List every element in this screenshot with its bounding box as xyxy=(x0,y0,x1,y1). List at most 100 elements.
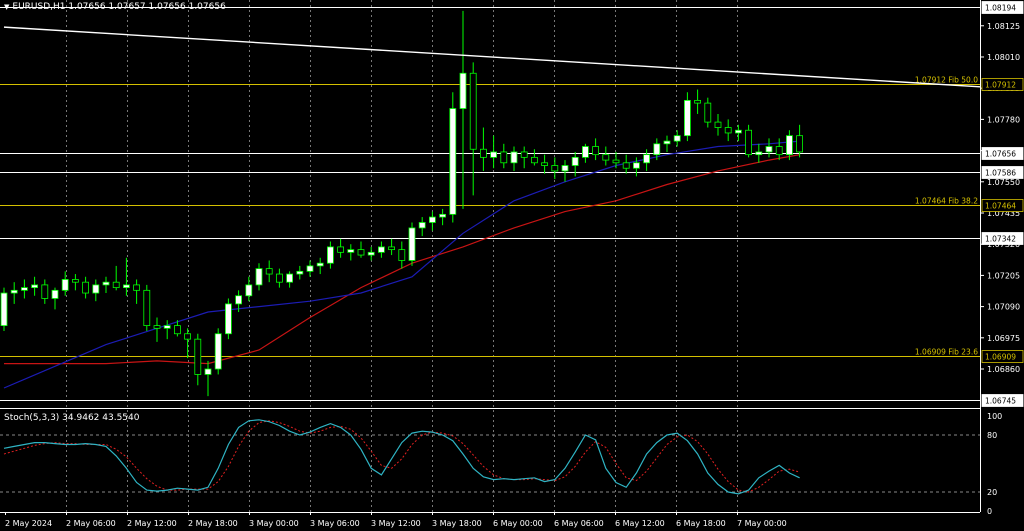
candle xyxy=(275,268,283,288)
candle-body xyxy=(459,72,467,109)
candle-body xyxy=(316,262,324,267)
candle-body xyxy=(347,249,355,253)
candle xyxy=(153,317,161,342)
candle-body xyxy=(275,273,283,283)
candle-body xyxy=(439,213,447,218)
candle-body xyxy=(235,295,243,305)
price-tick-label: 1.07780 xyxy=(987,115,1020,124)
candle xyxy=(51,287,59,310)
trendline xyxy=(3,26,981,88)
candle-body xyxy=(255,268,263,286)
candle xyxy=(663,135,671,152)
candle-body xyxy=(786,135,793,156)
candle xyxy=(306,260,314,277)
candle-body xyxy=(490,151,498,158)
candle-body xyxy=(204,368,212,375)
stochastic-pane[interactable] xyxy=(0,419,980,495)
candle-body xyxy=(653,143,661,156)
price-level-box xyxy=(981,147,1024,160)
candle xyxy=(82,276,89,299)
candle xyxy=(408,222,416,266)
candle xyxy=(704,97,712,128)
candle-body xyxy=(561,165,569,172)
candle xyxy=(245,276,253,302)
candle xyxy=(459,10,467,209)
candle xyxy=(72,274,79,291)
candle xyxy=(20,279,28,299)
candle xyxy=(724,119,732,142)
candle-body xyxy=(326,246,334,264)
candle-body xyxy=(602,154,610,161)
price-tick-label: 1.07550 xyxy=(987,178,1020,187)
dropdown-triangle-icon[interactable]: ▼ xyxy=(4,3,10,11)
candle xyxy=(214,328,222,375)
candle-body xyxy=(20,287,28,291)
candle xyxy=(143,284,151,332)
candle-body xyxy=(82,281,89,294)
price-level-box xyxy=(981,1,1024,14)
time-label: 6 May 00:00 xyxy=(493,519,543,528)
candle xyxy=(398,241,406,269)
candle xyxy=(255,263,263,291)
time-label: 3 May 06:00 xyxy=(310,519,360,528)
candle-body xyxy=(663,140,671,145)
price-level-box xyxy=(981,166,1024,179)
candle xyxy=(520,146,528,169)
candle xyxy=(0,287,8,332)
candle xyxy=(61,271,69,296)
candle xyxy=(31,276,39,296)
candle-body xyxy=(643,154,650,164)
candle-body xyxy=(214,333,222,370)
candle xyxy=(653,138,661,161)
candle xyxy=(592,138,599,161)
candle xyxy=(173,320,181,337)
candle xyxy=(286,271,294,288)
candle xyxy=(418,217,426,237)
candle-body xyxy=(31,284,39,289)
candle xyxy=(479,127,487,171)
candle-body xyxy=(765,146,773,153)
candle-body xyxy=(92,284,100,294)
candle-body xyxy=(112,281,120,289)
price-level-label: 1.08194 xyxy=(985,4,1016,13)
candle-body xyxy=(418,222,426,229)
candle-body xyxy=(684,99,691,137)
fib-level-label: 1.07912 Fib 50.0 xyxy=(915,76,978,85)
candle xyxy=(194,333,202,386)
price-tick-label: 1.08125 xyxy=(987,22,1020,31)
candle-body xyxy=(173,325,181,335)
candle xyxy=(643,149,650,171)
time-label: 2 May 18:00 xyxy=(188,519,238,528)
candle-body xyxy=(479,148,487,158)
time-label: 2 May 2024 xyxy=(5,519,52,528)
candle-body xyxy=(72,279,79,283)
candle-body xyxy=(704,102,712,123)
candle-body xyxy=(592,146,599,156)
candle-body xyxy=(224,303,232,335)
candle-body xyxy=(633,162,640,169)
candle-body xyxy=(500,151,508,164)
candle xyxy=(449,92,457,223)
candle-body xyxy=(0,292,8,327)
stoch-tick-label: 100 xyxy=(987,412,1002,421)
candle xyxy=(326,241,334,269)
candle-body xyxy=(306,265,314,272)
candle xyxy=(571,151,579,177)
price-pane[interactable]: 1.07912 Fib 50.0 1.07464 Fib 38.2 1.06909 … xyxy=(0,0,981,512)
candle-body xyxy=(184,333,192,340)
candle xyxy=(796,124,803,158)
candle xyxy=(510,146,518,171)
time-label: 3 May 18:00 xyxy=(432,519,482,528)
price-level-label: 1.07342 xyxy=(985,235,1016,244)
price-level-box xyxy=(981,350,1024,363)
symbol-header: ▼ EURUSD,H1 1.07656 1.07657 1.07656 1.076… xyxy=(4,2,226,12)
price-tick-label: 1.06860 xyxy=(987,365,1020,374)
fib-level-label: 1.06909 Fib 23.6 xyxy=(915,348,978,357)
price-tick-label: 1.07090 xyxy=(987,303,1020,312)
price-tick-label: 1.08010 xyxy=(987,53,1020,62)
candle xyxy=(184,328,192,359)
candle xyxy=(388,238,396,256)
candle-body xyxy=(377,246,385,253)
candle xyxy=(531,149,538,166)
